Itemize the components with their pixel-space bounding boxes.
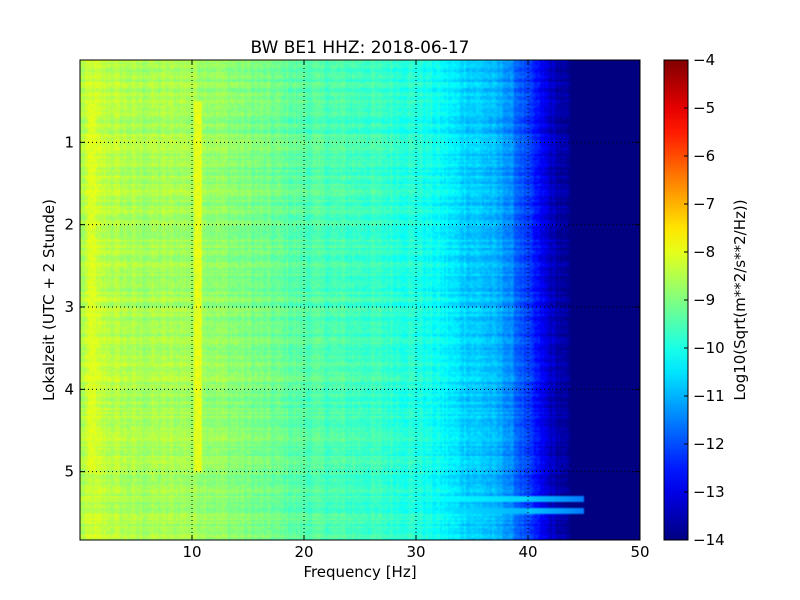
colorbar-ticks: −4 −5 −6 −7 −8 −9 −10 −11 −12 −13 −14 <box>684 51 725 549</box>
colorbar-tick-label: −9 <box>693 291 715 309</box>
y-tick-label: 1 <box>64 133 74 151</box>
colorbar-label: Log10(Sqrt(m**2/s**2/Hz)) <box>731 199 749 400</box>
x-tick-label: 40 <box>518 543 537 561</box>
colorbar-tick-label: −6 <box>693 147 715 165</box>
y-axis-label: Lokalzeit (UTC + 2 Stunde) <box>40 199 58 401</box>
colorbar-tick-label: −4 <box>693 51 715 69</box>
y-tick-label: 3 <box>64 298 74 316</box>
colorbar-tick-label: −12 <box>693 435 725 453</box>
x-axis-label: Frequency [Hz] <box>303 563 416 581</box>
colorbar-tick-label: −11 <box>693 387 725 405</box>
y-tick-label: 4 <box>64 380 74 398</box>
colorbar-tick-label: −13 <box>693 483 725 501</box>
colorbar-tick-label: −14 <box>693 531 725 549</box>
colorbar-tick-label: −10 <box>693 339 725 357</box>
x-tick-label: 10 <box>182 543 201 561</box>
y-tick-label: 5 <box>64 463 74 481</box>
colorbar: −4 −5 −6 −7 −8 −9 −10 −11 −12 −13 −14 Log10(Sqrt(m… <box>663 51 749 549</box>
colorbar-tick-label: −5 <box>693 99 715 117</box>
y-axis-ticks: 1 2 3 4 5 <box>64 133 640 481</box>
x-tick-label: 30 <box>406 543 425 561</box>
colorbar-tick-label: −7 <box>693 195 715 213</box>
plot-area: 10 20 30 40 50 1 2 3 4 5 <box>64 59 650 561</box>
grid-lines <box>80 60 640 540</box>
spectrogram-heatmap <box>80 60 640 540</box>
x-tick-label: 20 <box>294 543 313 561</box>
chart-title: BW BE1 HHZ: 2018-06-17 <box>250 38 469 58</box>
y-tick-label: 2 <box>64 216 74 234</box>
colorbar-tick-label: −8 <box>693 243 715 261</box>
plot-frame <box>79 59 641 541</box>
x-tick-label: 50 <box>630 543 649 561</box>
x-axis-ticks: 10 20 30 40 50 <box>182 60 650 561</box>
